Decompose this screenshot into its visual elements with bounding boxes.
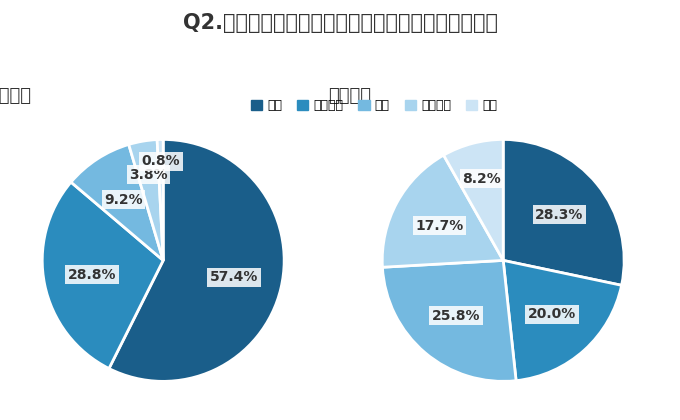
Text: Q2.利用した施設の「旅行代金に対する満足度」は？: Q2.利用した施設の「旅行代金に対する満足度」は？ (182, 13, 498, 33)
Wedge shape (42, 182, 163, 368)
Wedge shape (109, 139, 284, 381)
Wedge shape (382, 260, 516, 381)
Wedge shape (382, 155, 503, 267)
Text: レンタル: レンタル (328, 87, 371, 105)
Wedge shape (503, 139, 624, 285)
Legend: 満足, まぁ満足, 普通, やや不満, 不満: 満足, まぁ満足, 普通, やや不満, 不満 (246, 94, 502, 118)
Text: 9.2%: 9.2% (104, 193, 143, 207)
Wedge shape (157, 139, 163, 260)
Text: 57.4%: 57.4% (209, 270, 258, 284)
Text: 3.8%: 3.8% (129, 168, 168, 181)
Text: 28.8%: 28.8% (68, 268, 116, 282)
Wedge shape (443, 139, 503, 260)
Text: 8.2%: 8.2% (462, 171, 501, 186)
Text: 25.8%: 25.8% (432, 309, 481, 323)
Wedge shape (71, 144, 163, 260)
Wedge shape (503, 260, 622, 381)
Text: 17.7%: 17.7% (415, 219, 464, 233)
Text: 28.3%: 28.3% (535, 207, 583, 222)
Text: 0.8%: 0.8% (141, 154, 180, 168)
Text: 20.0%: 20.0% (528, 307, 576, 321)
Wedge shape (129, 139, 163, 260)
Text: スキー場: スキー場 (0, 87, 31, 105)
